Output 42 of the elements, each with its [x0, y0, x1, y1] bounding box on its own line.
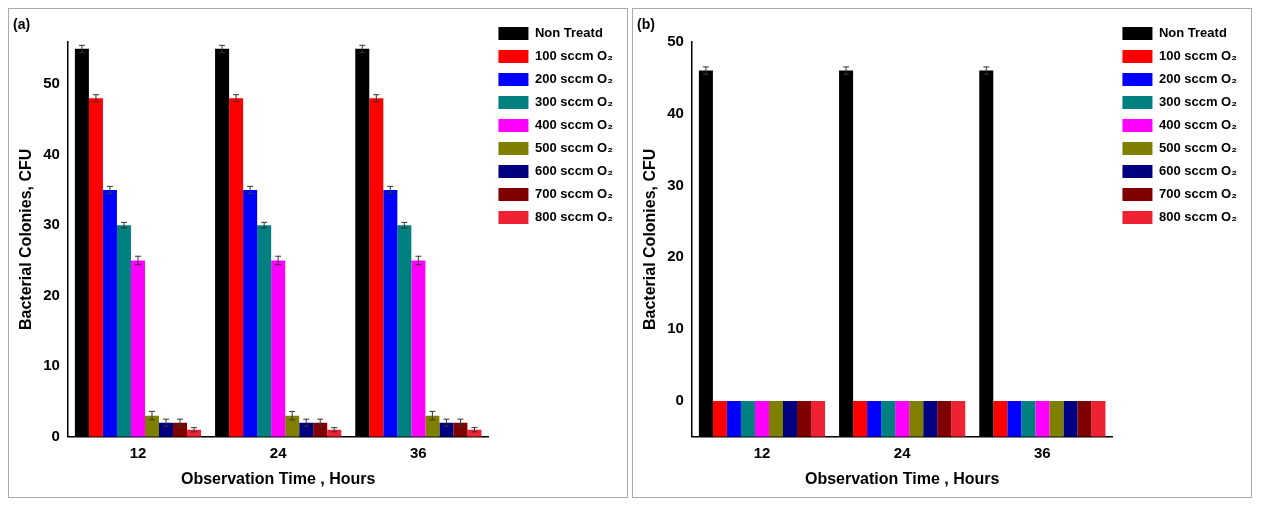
legend-label: 300 sccm O₂ [1158, 94, 1238, 110]
x-tick-label: 24 [269, 443, 288, 461]
x-axis-title: Observation Time , Hours [180, 469, 376, 487]
legend-label: 700 sccm O₂ [534, 186, 614, 202]
x-tick-label: 36 [1034, 443, 1051, 461]
legend-label: Non Treatd [534, 25, 603, 41]
chart-title: (a) [13, 16, 31, 33]
y-tick-label: 30 [667, 175, 684, 193]
x-tick-label: 24 [893, 443, 912, 461]
x-axis-title: Observation Time , Hours [804, 469, 1000, 487]
legend-label: 600 sccm O₂ [534, 163, 614, 179]
legend-label: 200 sccm O₂ [534, 71, 614, 87]
legend-label: 100 sccm O₂ [1158, 48, 1238, 64]
legend-label: 400 sccm O₂ [534, 117, 614, 133]
legend-label: 300 sccm O₂ [534, 94, 614, 110]
y-tick-label: 40 [43, 144, 60, 162]
legend-label: 700 sccm O₂ [1158, 186, 1238, 202]
legend-label: 200 sccm O₂ [1158, 71, 1238, 87]
legend-label: 600 sccm O₂ [1158, 163, 1238, 179]
y-axis-title: Bacterial Colonies, CFU [641, 148, 659, 330]
y-tick-label: 20 [667, 247, 684, 265]
legend-label: Non Treatd [1158, 25, 1227, 41]
y-tick-label: 10 [667, 319, 684, 337]
y-tick-label: 10 [43, 356, 60, 374]
legend-label: 400 sccm O₂ [1158, 117, 1238, 133]
y-tick-label: 0 [675, 391, 684, 409]
y-tick-label: 50 [667, 31, 684, 49]
legend-label: 800 sccm O₂ [1158, 209, 1238, 225]
legend-label: 500 sccm O₂ [534, 140, 614, 156]
x-tick-label: 36 [410, 443, 427, 461]
y-axis-title: Bacterial Colonies, CFU [17, 148, 35, 330]
y-tick-label: 0 [51, 426, 60, 444]
x-tick-label: 12 [753, 443, 771, 461]
x-tick-label: 12 [129, 443, 147, 461]
y-tick-label: 30 [43, 215, 60, 233]
legend-label: 500 sccm O₂ [1158, 140, 1238, 156]
chart-title: (b) [637, 16, 655, 33]
y-tick-label: 50 [43, 74, 60, 92]
y-tick-label: 20 [43, 285, 60, 303]
legend-label: 800 sccm O₂ [534, 209, 614, 225]
legend-label: 100 sccm O₂ [534, 48, 614, 64]
y-tick-label: 40 [667, 103, 684, 121]
